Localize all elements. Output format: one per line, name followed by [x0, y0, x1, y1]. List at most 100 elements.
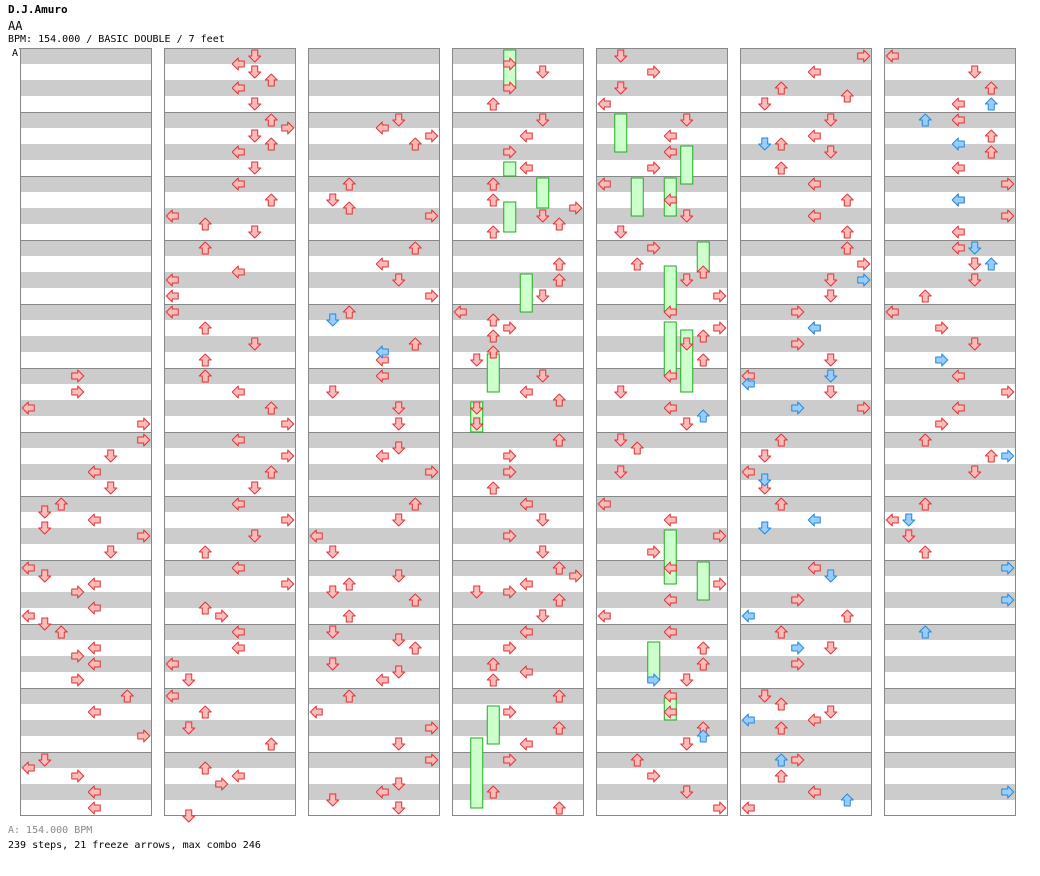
step-arrow-red	[824, 145, 838, 159]
step-arrow-red	[663, 401, 677, 415]
beat-stripe	[884, 48, 1016, 64]
step-arrow-red	[713, 577, 727, 591]
step-arrow-red	[281, 577, 295, 591]
step-arrow-red	[87, 657, 101, 671]
step-arrow-red	[503, 585, 517, 599]
step-arrow-red	[38, 505, 52, 519]
step-arrow-red	[614, 81, 628, 95]
beat-stripe	[452, 48, 584, 64]
step-arrow-red	[281, 121, 295, 135]
beat-stripe	[596, 688, 728, 704]
beat-stripe	[452, 80, 584, 96]
step-arrow-red	[503, 465, 517, 479]
beat-stripe	[452, 304, 584, 320]
step-arrow-red	[248, 161, 262, 175]
step-arrow-red	[392, 401, 406, 415]
step-arrow-red	[137, 417, 151, 431]
step-arrow-red	[680, 737, 694, 751]
step-arrow-blue	[774, 753, 788, 767]
beat-stripe	[740, 112, 872, 128]
step-arrow-red	[597, 497, 611, 511]
beat-stripe	[596, 208, 728, 224]
step-arrow-blue	[758, 137, 772, 151]
step-arrow-blue	[902, 513, 916, 527]
step-arrow-red	[614, 465, 628, 479]
freeze-arrow	[470, 737, 484, 809]
beat-stripe	[596, 432, 728, 448]
beat-stripe	[596, 368, 728, 384]
step-arrow-red	[885, 305, 899, 319]
step-arrow-red	[503, 449, 517, 463]
step-arrow-red	[248, 97, 262, 111]
beat-stripe	[308, 784, 440, 800]
beat-stripe	[308, 240, 440, 256]
beat-stripe	[452, 240, 584, 256]
beat-stripe	[740, 304, 872, 320]
beat-stripe	[596, 48, 728, 64]
beat-stripe	[884, 784, 1016, 800]
step-arrow-red	[392, 417, 406, 431]
step-arrow-red	[824, 705, 838, 719]
step-arrow-red	[807, 561, 821, 575]
step-arrow-red	[264, 465, 278, 479]
step-arrow-red	[885, 49, 899, 63]
step-arrow-red	[342, 577, 356, 591]
step-arrow-red	[375, 121, 389, 135]
step-arrow-blue	[824, 369, 838, 383]
beat-stripe	[452, 560, 584, 576]
beat-stripe	[452, 688, 584, 704]
step-arrow-red	[71, 673, 85, 687]
beat-stripe	[20, 752, 152, 768]
column-border	[452, 48, 584, 816]
step-arrow-red	[663, 193, 677, 207]
step-arrow-red	[713, 321, 727, 335]
beat-stripe	[164, 240, 296, 256]
step-arrow-blue	[1001, 449, 1015, 463]
step-arrow-red	[774, 137, 788, 151]
step-arrow-red	[326, 193, 340, 207]
beat-stripe	[308, 688, 440, 704]
step-arrow-red	[87, 785, 101, 799]
step-arrow-red	[375, 369, 389, 383]
step-arrow-red	[824, 641, 838, 655]
beat-stripe	[740, 784, 872, 800]
step-arrow-red	[951, 401, 965, 415]
step-arrow-red	[758, 97, 772, 111]
column-border	[20, 48, 152, 816]
beat-stripe	[164, 720, 296, 736]
beat-stripe	[596, 496, 728, 512]
step-arrow-red	[807, 65, 821, 79]
beat-stripe	[452, 656, 584, 672]
step-arrow-red	[71, 385, 85, 399]
step-arrow-red	[1001, 209, 1015, 223]
step-arrow-blue	[984, 257, 998, 271]
step-arrow-red	[774, 497, 788, 511]
step-arrow-red	[326, 657, 340, 671]
step-arrow-red	[918, 289, 932, 303]
step-arrow-red	[326, 625, 340, 639]
step-arrow-red	[840, 225, 854, 239]
beat-stripe	[884, 240, 1016, 256]
beat-stripe	[452, 112, 584, 128]
beat-stripe	[596, 80, 728, 96]
step-arrow-red	[248, 49, 262, 63]
step-arrow-red	[264, 193, 278, 207]
step-arrow-red	[104, 545, 118, 559]
step-arrow-red	[774, 721, 788, 735]
freeze-arrow	[503, 161, 517, 177]
beat-stripe	[452, 592, 584, 608]
step-arrow-red	[857, 49, 871, 63]
beat-stripe	[740, 336, 872, 352]
step-arrow-red	[486, 313, 500, 327]
beat-stripe	[884, 432, 1016, 448]
chart-info: BPM: 154.000 / BASIC DOUBLE / 7 feet	[8, 34, 225, 45]
step-arrow-red	[392, 513, 406, 527]
freeze-arrow	[486, 353, 500, 393]
step-arrow-blue	[1001, 561, 1015, 575]
step-arrow-red	[486, 673, 500, 687]
beat-stripe	[20, 48, 152, 64]
step-arrow-red	[840, 609, 854, 623]
step-arrow-red	[984, 145, 998, 159]
step-arrow-blue	[326, 313, 340, 327]
step-arrow-red	[902, 529, 916, 543]
